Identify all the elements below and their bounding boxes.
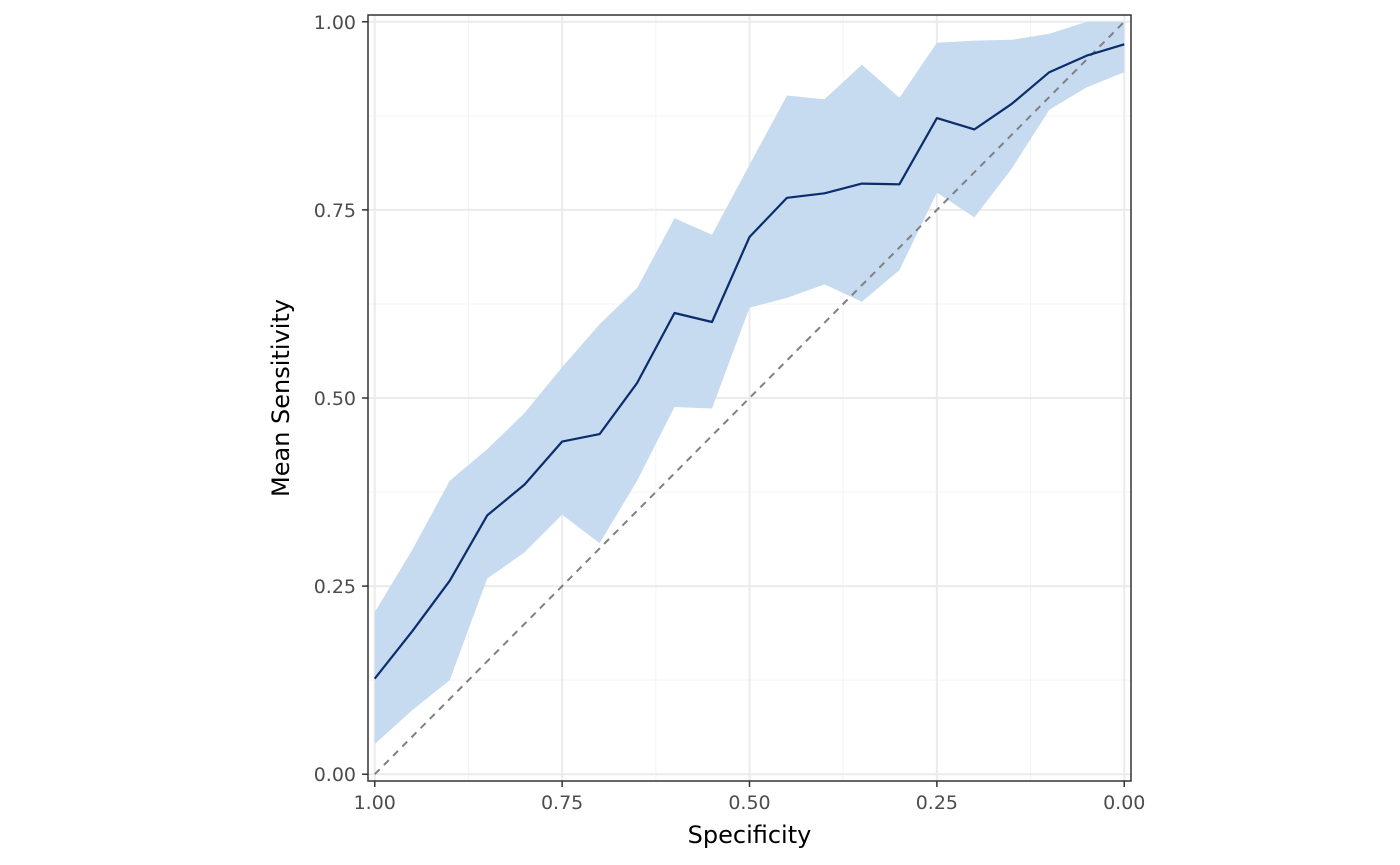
diagonal-reference-line xyxy=(374,21,1125,775)
y-tick-label: 1.00 xyxy=(314,12,356,34)
y-axis-title: Mean Sensitivity xyxy=(267,299,295,497)
mean-sensitivity-line xyxy=(373,43,1125,680)
x-tick-label: 0.50 xyxy=(728,792,770,814)
y-tick-label: 0.50 xyxy=(314,388,356,410)
axis-ticks xyxy=(362,21,1126,787)
y-tick-label: 0.00 xyxy=(314,764,356,786)
x-axis-tick-labels: 1.00 0.75 0.50 0.25 0.00 xyxy=(354,792,1146,814)
y-tick-label: 0.25 xyxy=(314,576,356,598)
x-tick-label: 0.25 xyxy=(916,792,958,814)
y-axis-tick-labels: 0.00 0.25 0.50 0.75 1.00 xyxy=(314,12,356,786)
confidence-ribbon xyxy=(374,21,1125,745)
x-tick-label: 0.00 xyxy=(1103,792,1145,814)
x-tick-label: 0.75 xyxy=(541,792,583,814)
x-axis-title: Specificity xyxy=(688,821,812,849)
y-tick-label: 0.75 xyxy=(314,200,356,222)
x-tick-label: 1.00 xyxy=(354,792,396,814)
